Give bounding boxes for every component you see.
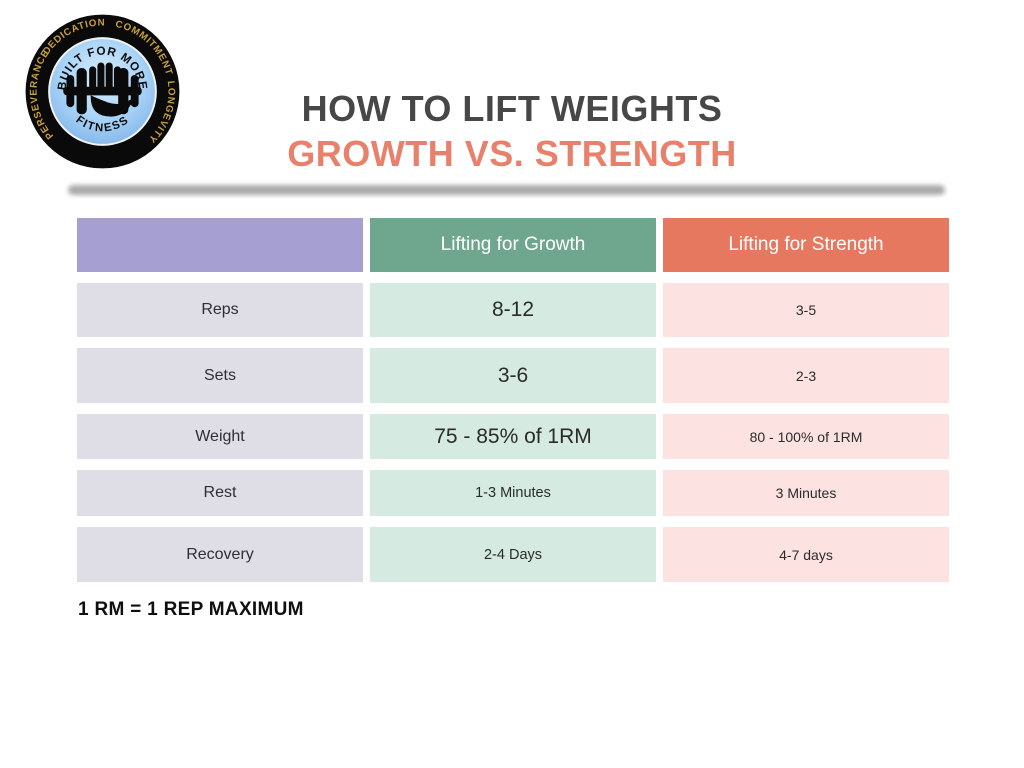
row-label-weight: Weight <box>77 414 363 459</box>
row-label-reps: Reps <box>77 283 363 337</box>
strength-value-rest: 3 Minutes <box>663 470 949 516</box>
growth-value-sets: 3-6 <box>370 348 656 403</box>
strength-value-sets: 2-3 <box>663 348 949 403</box>
dumbbell-fist-icon: PERSEVERANCE DEDICATION COMMITMENT LONGE… <box>25 14 180 169</box>
header-empty-cell <box>77 218 363 272</box>
row-label-sets: Sets <box>77 348 363 403</box>
header-lifting-for-strength: Lifting for Strength <box>663 218 949 272</box>
page-title: HOW TO LIFT WEIGHTS <box>301 88 723 129</box>
divider-shadow <box>68 185 945 195</box>
comparison-table: Lifting for Growth Lifting for Strength … <box>77 218 949 582</box>
title-block: HOW TO LIFT WEIGHTS GROWTH VS. STRENGTH <box>0 86 1024 176</box>
growth-value-reps: 8-12 <box>370 283 656 337</box>
strength-value-recovery: 4-7 days <box>663 527 949 582</box>
row-label-recovery: Recovery <box>77 527 363 582</box>
strength-value-reps: 3-5 <box>663 283 949 337</box>
brand-logo: PERSEVERANCE DEDICATION COMMITMENT LONGE… <box>24 13 181 170</box>
page-subtitle: GROWTH VS. STRENGTH <box>287 133 737 174</box>
footnote: 1 RM = 1 REP MAXIMUM <box>78 599 304 620</box>
strength-value-weight: 80 - 100% of 1RM <box>663 414 949 459</box>
growth-value-weight: 75 - 85% of 1RM <box>370 414 656 459</box>
row-label-rest: Rest <box>77 470 363 516</box>
header-lifting-for-growth: Lifting for Growth <box>370 218 656 272</box>
dumbbell-icon <box>63 62 142 117</box>
growth-value-rest: 1-3 Minutes <box>370 470 656 516</box>
growth-value-recovery: 2-4 Days <box>370 527 656 582</box>
